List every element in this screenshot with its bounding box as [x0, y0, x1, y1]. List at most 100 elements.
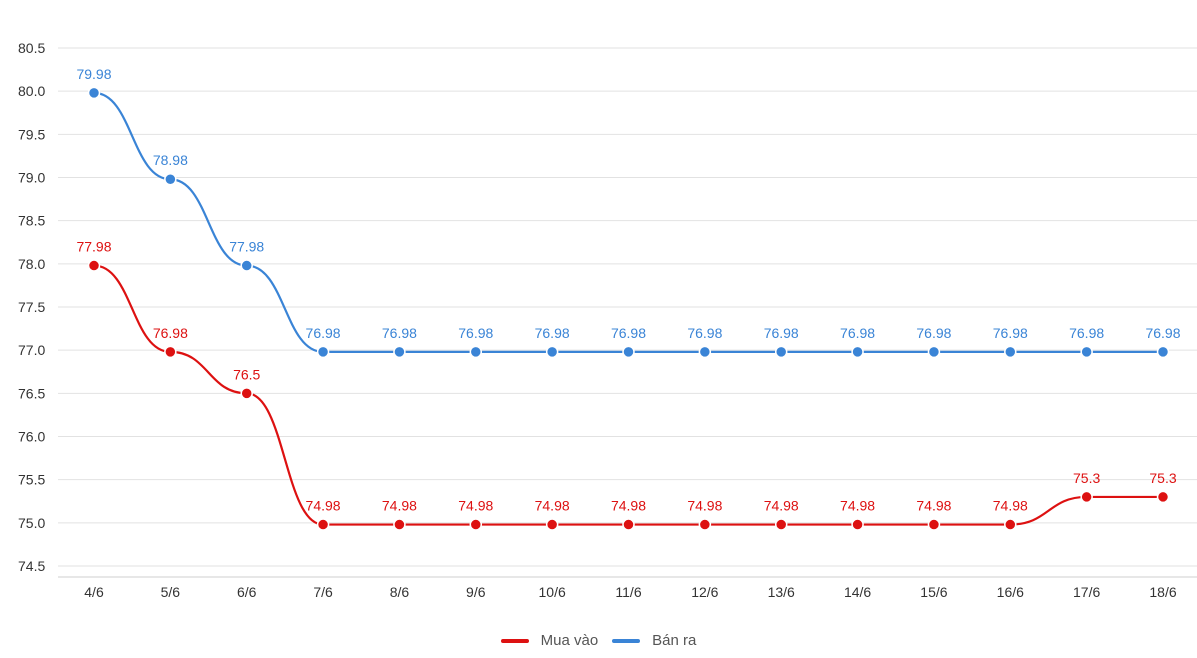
y-tick-label: 79.0 — [18, 170, 45, 186]
data-point[interactable] — [87, 259, 101, 272]
data-label: 78.98 — [153, 152, 188, 168]
data-point[interactable] — [1004, 518, 1017, 531]
x-tick-label: 14/6 — [844, 584, 871, 600]
x-tick-label: 16/6 — [997, 584, 1024, 600]
data-point[interactable] — [851, 518, 864, 531]
data-label: 74.98 — [535, 498, 570, 514]
x-tick-label: 4/6 — [84, 584, 104, 600]
data-label: 76.98 — [611, 325, 646, 341]
data-label: 76.98 — [764, 325, 799, 341]
legend-swatch-ban-ra — [612, 638, 641, 643]
data-label: 74.98 — [916, 498, 951, 514]
legend: Mua vào Bán ra — [0, 632, 1197, 649]
data-point[interactable] — [1004, 345, 1017, 359]
legend-label-mua-vao: Mua vào — [540, 632, 599, 649]
data-label: 76.98 — [153, 325, 188, 341]
series-mua-vao: 77.98 76.98 76.5 74.98 74.98 74.98 74.98 74.98 7… — [76, 239, 1177, 531]
data-label: 76.98 — [1069, 325, 1104, 341]
legend-item-mua-vao[interactable]: Mua vào — [500, 632, 599, 649]
legend-item-ban-ra[interactable]: Bán ra — [612, 632, 696, 649]
data-label: 75.3 — [1073, 470, 1100, 486]
x-tick-label: 18/6 — [1149, 584, 1176, 600]
data-point[interactable] — [698, 518, 712, 531]
data-point[interactable] — [164, 172, 177, 186]
x-tick-label: 11/6 — [615, 584, 641, 600]
x-tick-label: 8/6 — [390, 584, 410, 600]
y-tick-label: 75.0 — [18, 515, 45, 531]
x-tick-label: 10/6 — [539, 584, 566, 600]
data-point[interactable] — [316, 518, 330, 531]
data-label: 76.98 — [535, 325, 570, 341]
data-label: 76.98 — [916, 325, 951, 341]
x-tick-label: 5/6 — [161, 584, 181, 600]
data-point[interactable] — [1156, 490, 1170, 504]
data-point[interactable] — [240, 259, 253, 272]
series-group: 77.98 76.98 76.5 74.98 74.98 74.98 74.98 74.98 7… — [76, 66, 1181, 531]
data-point[interactable] — [1080, 490, 1093, 504]
y-tick-label: 79.5 — [18, 126, 45, 142]
y-tick-label: 77.5 — [18, 299, 45, 315]
x-tick-label: 12/6 — [691, 584, 718, 600]
legend-swatch-mua-vao — [500, 638, 529, 643]
data-point[interactable] — [774, 518, 788, 531]
data-point[interactable] — [622, 518, 635, 531]
legend-label-ban-ra: Bán ra — [652, 632, 697, 649]
data-point[interactable] — [927, 345, 941, 359]
y-tick-label: 78.0 — [18, 256, 45, 272]
data-point[interactable] — [316, 345, 330, 359]
data-point[interactable] — [393, 518, 406, 531]
data-label: 77.98 — [229, 239, 264, 255]
data-point[interactable] — [545, 345, 559, 359]
data-label: 75.3 — [1149, 470, 1176, 486]
data-point[interactable] — [240, 387, 253, 400]
data-label: 74.98 — [840, 498, 875, 514]
data-point[interactable] — [1080, 345, 1093, 359]
data-point[interactable] — [774, 345, 788, 359]
data-label: 74.98 — [458, 498, 493, 514]
x-axis-ticks: 4/6 5/6 6/6 7/6 8/6 9/6 10/6 11/6 12/6 13/6 14/6 15… — [84, 584, 1177, 600]
data-point[interactable] — [469, 345, 483, 359]
data-point[interactable] — [393, 345, 406, 359]
data-label: 79.98 — [76, 66, 111, 82]
data-label: 76.98 — [306, 325, 341, 341]
y-tick-label: 80.0 — [18, 83, 45, 99]
y-tick-label: 76.0 — [18, 429, 45, 445]
y-tick-label: 80.5 — [18, 40, 45, 56]
data-label: 74.98 — [687, 498, 722, 514]
data-point[interactable] — [469, 518, 483, 531]
data-label: 76.98 — [840, 325, 875, 341]
data-point[interactable] — [698, 345, 712, 359]
data-point[interactable] — [87, 86, 101, 100]
series-line — [93, 264, 1163, 526]
data-point[interactable] — [1156, 345, 1170, 359]
data-label: 76.5 — [233, 366, 260, 382]
data-label: 76.98 — [458, 325, 493, 341]
x-tick-label: 9/6 — [466, 584, 486, 600]
series-ban-ra: 79.98 78.98 77.98 76.98 76.98 76.98 76.98 76.98… — [76, 66, 1181, 359]
data-label: 77.98 — [76, 239, 111, 255]
series-line — [93, 91, 1163, 353]
data-label: 74.98 — [611, 498, 646, 514]
data-point[interactable] — [545, 518, 559, 531]
data-point[interactable] — [622, 345, 635, 359]
data-label: 74.98 — [764, 498, 799, 514]
x-tick-label: 17/6 — [1073, 584, 1100, 600]
data-label: 74.98 — [306, 498, 341, 514]
y-tick-label: 74.5 — [18, 558, 45, 574]
data-label: 76.98 — [687, 325, 722, 341]
data-point[interactable] — [164, 345, 177, 359]
y-tick-label: 78.5 — [18, 213, 45, 229]
x-tick-label: 13/6 — [768, 584, 795, 600]
x-tick-label: 6/6 — [237, 584, 257, 600]
x-tick-label: 15/6 — [920, 584, 947, 600]
x-tick-label: 7/6 — [313, 584, 333, 600]
y-tick-label: 76.5 — [18, 385, 45, 401]
y-tick-label: 75.5 — [18, 472, 45, 488]
data-point[interactable] — [927, 518, 941, 531]
data-label: 76.98 — [382, 325, 417, 341]
y-axis-ticks: 74.5 75.0 75.5 76.0 76.5 77.0 77.5 78.0 78.5 79.0… — [18, 40, 45, 574]
data-point[interactable] — [851, 345, 864, 359]
data-label: 76.98 — [1145, 325, 1180, 341]
data-label: 74.98 — [993, 498, 1028, 514]
